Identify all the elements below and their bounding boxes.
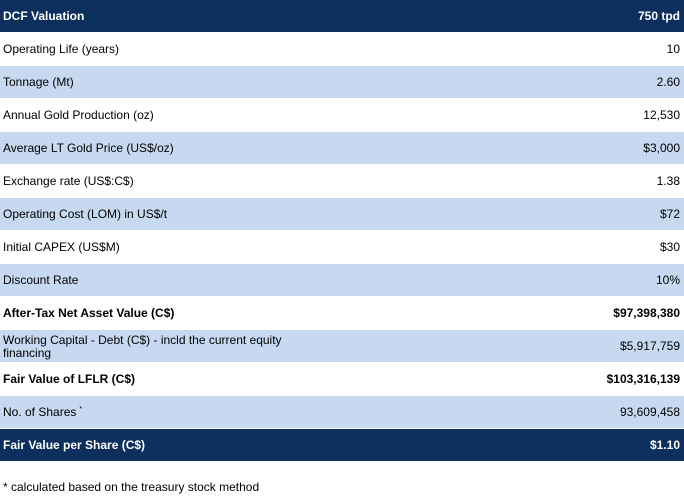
table-row: Fair Value per Share (C$) $1.10 bbox=[0, 429, 684, 462]
row-label: Annual Gold Production (oz) bbox=[3, 99, 323, 131]
label-text: Exchange rate (US$:C$) bbox=[3, 173, 134, 188]
row-label: Average LT Gold Price (US$/oz) bbox=[3, 132, 323, 164]
label-text: No. of Shares bbox=[3, 404, 77, 419]
row-value: 12,530 bbox=[643, 108, 680, 122]
table-row: Tonnage (Mt) 2.60 bbox=[0, 66, 684, 99]
label-text: Fair Value of LFLR (C$) bbox=[3, 371, 136, 386]
footnote-marker: * bbox=[79, 405, 83, 413]
label-text: Tonnage (Mt) bbox=[3, 74, 74, 89]
row-value: 93,609,458 bbox=[619, 405, 680, 419]
label-text: Average LT Gold Price (US$/oz) bbox=[3, 140, 174, 155]
label-text: Annual Gold Production (oz) bbox=[3, 107, 154, 122]
row-label: Initial CAPEX (US$M) bbox=[3, 231, 323, 263]
row-label: Fair Value per Share (C$) bbox=[3, 429, 323, 461]
row-label: No. of Shares * bbox=[3, 396, 323, 428]
row-value: $1.10 bbox=[649, 438, 680, 452]
row-label: DCF Valuation bbox=[3, 0, 323, 32]
row-label: Operating Life (years) bbox=[3, 33, 323, 65]
row-value: $30 bbox=[659, 240, 680, 254]
label-text: Working Capital - Debt (C$) - incld the … bbox=[3, 333, 282, 360]
row-value: $97,398,380 bbox=[613, 306, 680, 320]
row-value: 2.60 bbox=[656, 75, 680, 89]
row-value: $5,917,759 bbox=[619, 339, 680, 353]
table-row: Average LT Gold Price (US$/oz) $3,000 bbox=[0, 132, 684, 165]
table-row: No. of Shares * 93,609,458 bbox=[0, 396, 684, 429]
row-label: Discount Rate bbox=[3, 264, 323, 296]
row-label: After-Tax Net Asset Value (C$) bbox=[3, 297, 323, 329]
label-text: Discount Rate bbox=[3, 272, 79, 287]
label-text: DCF Valuation bbox=[3, 8, 85, 23]
row-value: 750 tpd bbox=[637, 9, 680, 23]
row-value: $72 bbox=[659, 207, 680, 221]
table-row: Operating Life (years) 10 bbox=[0, 33, 684, 66]
table-row: Annual Gold Production (oz) 12,530 bbox=[0, 99, 684, 132]
row-value: $3,000 bbox=[643, 141, 680, 155]
row-value: 1.38 bbox=[656, 174, 680, 188]
row-label: Operating Cost (LOM) in US$/t bbox=[3, 198, 323, 230]
row-label: Tonnage (Mt) bbox=[3, 66, 323, 98]
row-value: 10% bbox=[655, 273, 680, 287]
row-label: Working Capital - Debt (C$) - incld the … bbox=[3, 330, 323, 362]
table-row: Operating Cost (LOM) in US$/t $72 bbox=[0, 198, 684, 231]
table-row: Fair Value of LFLR (C$) $103,316,139 bbox=[0, 363, 684, 396]
row-value: $103,316,139 bbox=[606, 372, 680, 386]
label-text: Fair Value per Share (C$) bbox=[3, 437, 146, 452]
table-row: After-Tax Net Asset Value (C$) $97,398,38… bbox=[0, 297, 684, 330]
dcf-table: DCF Valuation 750 tpd Operating Life (year… bbox=[0, 0, 684, 462]
table-row: DCF Valuation 750 tpd bbox=[0, 0, 684, 33]
label-text: Operating Cost (LOM) in US$/t bbox=[3, 206, 168, 221]
table-row: Exchange rate (US$:C$) 1.38 bbox=[0, 165, 684, 198]
row-label: Fair Value of LFLR (C$) bbox=[3, 363, 323, 395]
label-text: After-Tax Net Asset Value (C$) bbox=[3, 305, 175, 320]
label-text: Initial CAPEX (US$M) bbox=[3, 239, 120, 254]
table-row: Working Capital - Debt (C$) - incld the … bbox=[0, 330, 684, 363]
table-row: Discount Rate 10% bbox=[0, 264, 684, 297]
table-row: Initial CAPEX (US$M) $30 bbox=[0, 231, 684, 264]
row-value: 10 bbox=[666, 42, 680, 56]
row-label: Exchange rate (US$:C$) bbox=[3, 165, 323, 197]
footnote: * calculated based on the treasury stock… bbox=[3, 480, 260, 494]
label-text: Operating Life (years) bbox=[3, 41, 120, 56]
